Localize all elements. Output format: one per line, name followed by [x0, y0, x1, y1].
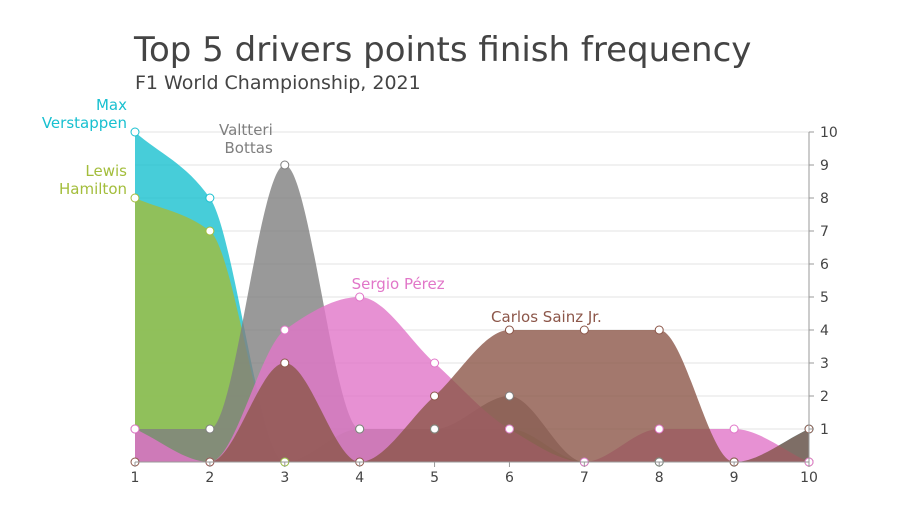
y-tick-label: 6 [820, 257, 829, 273]
data-point [130, 193, 140, 203]
chart-title: Top 5 drivers points finish frequency [134, 30, 752, 70]
y-tick-label: 7 [820, 224, 829, 240]
y-tick-label: 2 [820, 389, 829, 405]
data-point [430, 358, 440, 368]
y-tick-label: 1 [820, 422, 829, 438]
data-point [504, 391, 514, 401]
series-label: Verstappen [42, 114, 127, 132]
data-point [729, 424, 739, 434]
data-point [280, 325, 290, 335]
data-point [579, 325, 589, 335]
series-label: Lewis [85, 162, 127, 180]
data-point [280, 358, 290, 368]
series-label: Valtteri [219, 121, 273, 139]
data-point [280, 160, 290, 170]
data-point [205, 226, 215, 236]
data-point [504, 424, 514, 434]
x-tick-label: 3 [280, 470, 289, 486]
y-tick-label: 4 [820, 323, 829, 339]
x-tick-label: 2 [205, 470, 214, 486]
series-label: Bottas [225, 139, 273, 157]
y-tick-label: 9 [820, 158, 829, 174]
data-point [430, 391, 440, 401]
data-point [355, 424, 365, 434]
x-tick-label: 6 [505, 470, 514, 486]
x-tick-label: 1 [131, 470, 140, 486]
data-point [654, 424, 664, 434]
x-tick-label: 7 [580, 470, 589, 486]
x-tick-label: 9 [730, 470, 739, 486]
data-point [130, 127, 140, 137]
series-label: Sergio Pérez [352, 275, 445, 293]
y-tick-label: 3 [820, 356, 829, 372]
data-point [504, 325, 514, 335]
series-label: Carlos Sainz Jr. [491, 308, 602, 326]
x-tick-label: 5 [430, 470, 439, 486]
data-point [130, 424, 140, 434]
data-point [654, 325, 664, 335]
series-label: Hamilton [59, 180, 127, 198]
series-area-4 [135, 330, 809, 462]
data-point [430, 424, 440, 434]
y-tick-label: 10 [820, 125, 838, 141]
y-tick-label: 5 [820, 290, 829, 306]
data-point [355, 292, 365, 302]
data-point [205, 193, 215, 203]
x-tick-label: 10 [800, 470, 818, 486]
chart-subtitle: F1 World Championship, 2021 [135, 72, 421, 94]
y-tick-label: 8 [820, 191, 829, 207]
data-point [205, 424, 215, 434]
series-label: Max [96, 96, 127, 114]
x-tick-label: 4 [355, 470, 364, 486]
x-tick-label: 8 [655, 470, 664, 486]
